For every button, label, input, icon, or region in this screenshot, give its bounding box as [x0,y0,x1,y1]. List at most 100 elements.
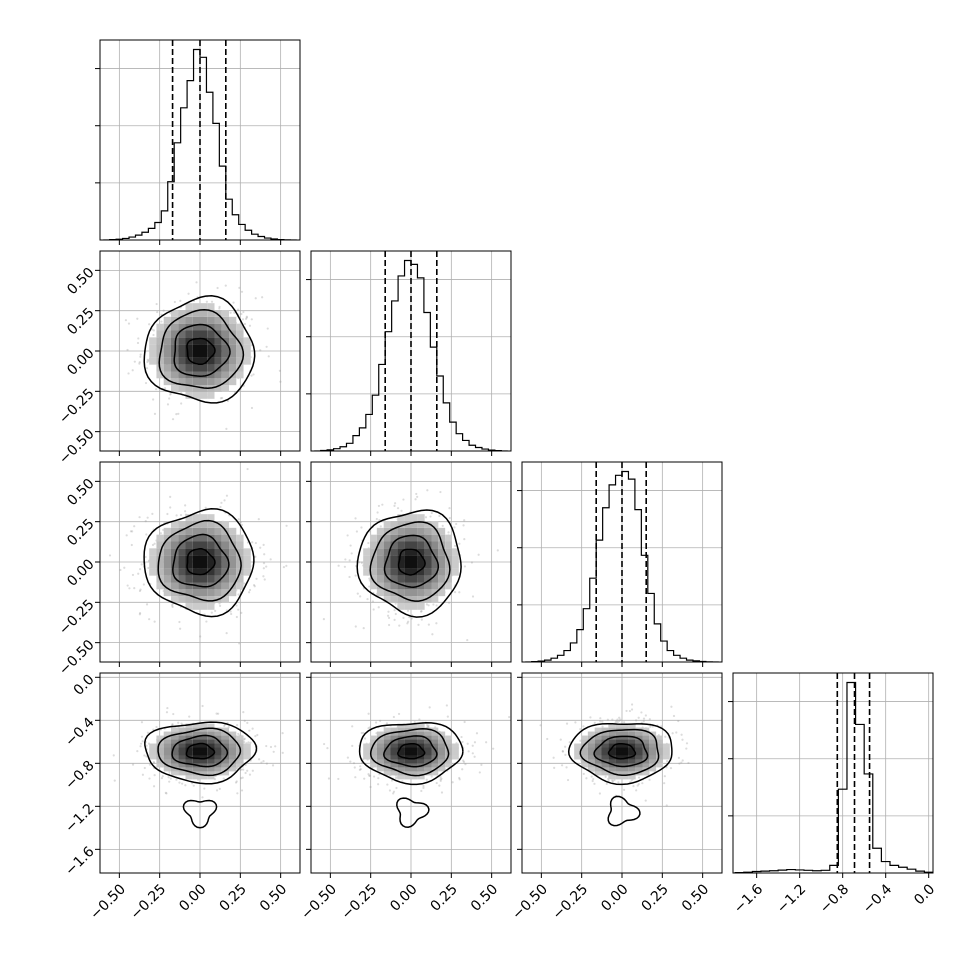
scatter-point [205,620,208,623]
scatter-point [251,727,254,730]
scatter-point [215,712,218,715]
x-tick-label: 0.25 [428,881,461,914]
density-cell [149,747,157,752]
panel-frame [99,461,301,663]
density-cell [404,751,411,756]
density-cell [424,582,432,590]
density-cell [615,747,622,752]
density-cell [431,735,439,740]
scatter-point [232,301,235,304]
density-cell [628,739,636,744]
scatter-point [152,329,156,332]
density-cell [229,534,237,542]
density-cell [178,763,186,768]
scatter-point [448,507,451,510]
density-cell [411,775,418,780]
density-cell [149,562,157,569]
scatter-point [359,595,362,598]
density-cell [221,735,230,740]
scatter-point [178,620,181,624]
density-cell [185,731,193,736]
contour-0 [186,337,216,366]
density-cell [243,743,251,748]
density-cell [214,555,222,562]
scatter-point [463,720,466,724]
scatter-point [171,605,174,609]
panel-content [311,251,511,451]
y-tick-label: 0.50 [64,476,97,509]
density-cell [185,344,193,351]
density-cell [383,548,391,556]
density-cell [214,739,222,744]
density-cell [221,351,230,358]
panel-content [733,673,933,873]
density-cell [635,743,643,748]
density-cell [370,555,377,562]
scatter-point [614,721,617,724]
density-cell [431,743,439,748]
density-cell [221,316,230,324]
scatter-point [262,567,265,570]
scatter-point [618,719,621,722]
density-cell [445,747,452,752]
density-cell [417,771,425,776]
density-cell [411,751,418,756]
density-cell [170,310,179,317]
density-cell [411,521,418,528]
density-cell [628,767,636,772]
density-cell [185,316,193,324]
scatter-point [585,777,588,780]
density-cell [170,527,179,535]
density-cell [221,589,230,597]
scatter-point [354,574,357,577]
scatter-point [139,355,142,358]
scatter-point [560,764,564,767]
scatter-point [669,767,673,770]
scatter-point [430,511,433,515]
density-cell [200,602,208,610]
density-cell [221,582,230,590]
contour-3 [358,722,464,786]
density-cell [170,759,179,764]
scatter-point [628,709,632,713]
density-cell [229,743,237,748]
y-tick-label: −0.25 [56,597,98,639]
density-cell [397,723,405,728]
scatter-point [144,519,147,523]
x-tick-label: −0.50 [87,881,129,923]
density-cell [207,303,215,311]
density-cell [370,755,377,760]
scatter-point [220,501,223,504]
density-cell [243,751,251,756]
density-cell [404,548,411,556]
scatter-point [582,772,585,776]
scatter-point [168,780,171,783]
scatter-point [599,717,602,720]
density-cell [445,562,452,569]
density-cell [438,755,446,760]
scatter-point [397,712,401,716]
scatter-point [153,620,156,623]
density-cell [192,521,200,528]
density-cell [587,767,595,772]
scatter-point [244,771,247,775]
scatter-point [375,517,378,521]
density-cell [608,775,616,780]
scatter-point [372,775,376,778]
density-cell [404,723,411,728]
scatter-point [237,732,240,735]
scatter-point [145,744,148,747]
density-cell [163,731,171,736]
density-cell [431,562,439,569]
density-cell [185,582,193,590]
density-cell [200,521,208,528]
density-cell [376,555,384,562]
scatter-point [418,718,421,721]
scatter-point [235,604,238,607]
scatter-point [351,744,354,747]
scatter-point [282,566,286,569]
density-cell [207,344,215,351]
density-cell [438,548,446,556]
scatter-point [218,787,221,790]
x-tick-label: 0.00 [598,881,631,914]
